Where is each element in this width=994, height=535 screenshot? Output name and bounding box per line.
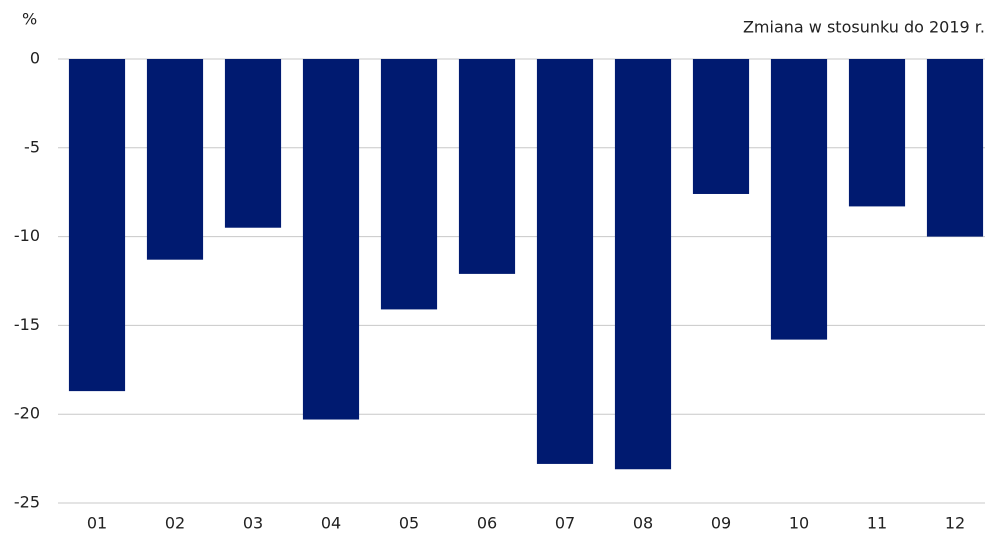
bar (68, 59, 126, 392)
x-tick-label: 08 (633, 514, 653, 533)
bar (302, 59, 360, 420)
y-tick-label: 0 (30, 49, 40, 68)
x-tick-label: 06 (477, 514, 497, 533)
x-tick-label: 07 (555, 514, 575, 533)
bar (770, 59, 828, 340)
bar (614, 59, 672, 470)
y-tick-label: -15 (14, 315, 40, 334)
bar (458, 59, 516, 274)
x-tick-label: 10 (789, 514, 809, 533)
bar (926, 59, 984, 237)
y-tick-label: -20 (14, 404, 40, 423)
bar (224, 59, 282, 228)
x-tick-label: 12 (945, 514, 965, 533)
y-tick-label: -5 (24, 137, 40, 156)
y-tick-label: -25 (14, 493, 40, 512)
bar (380, 59, 438, 310)
bar (692, 59, 750, 194)
x-tick-label: 03 (243, 514, 263, 533)
x-tick-label: 04 (321, 514, 341, 533)
y-axis-label: % (22, 10, 37, 29)
chart-subtitle: Zmiana w stosunku do 2019 r. (743, 18, 985, 37)
bar (146, 59, 204, 260)
x-tick-label: 09 (711, 514, 731, 533)
x-tick-label: 05 (399, 514, 419, 533)
bar (536, 59, 594, 464)
bar (848, 59, 906, 207)
y-tick-label: -10 (14, 226, 40, 245)
x-tick-label: 11 (867, 514, 887, 533)
x-tick-label: 01 (87, 514, 107, 533)
x-tick-label: 02 (165, 514, 185, 533)
